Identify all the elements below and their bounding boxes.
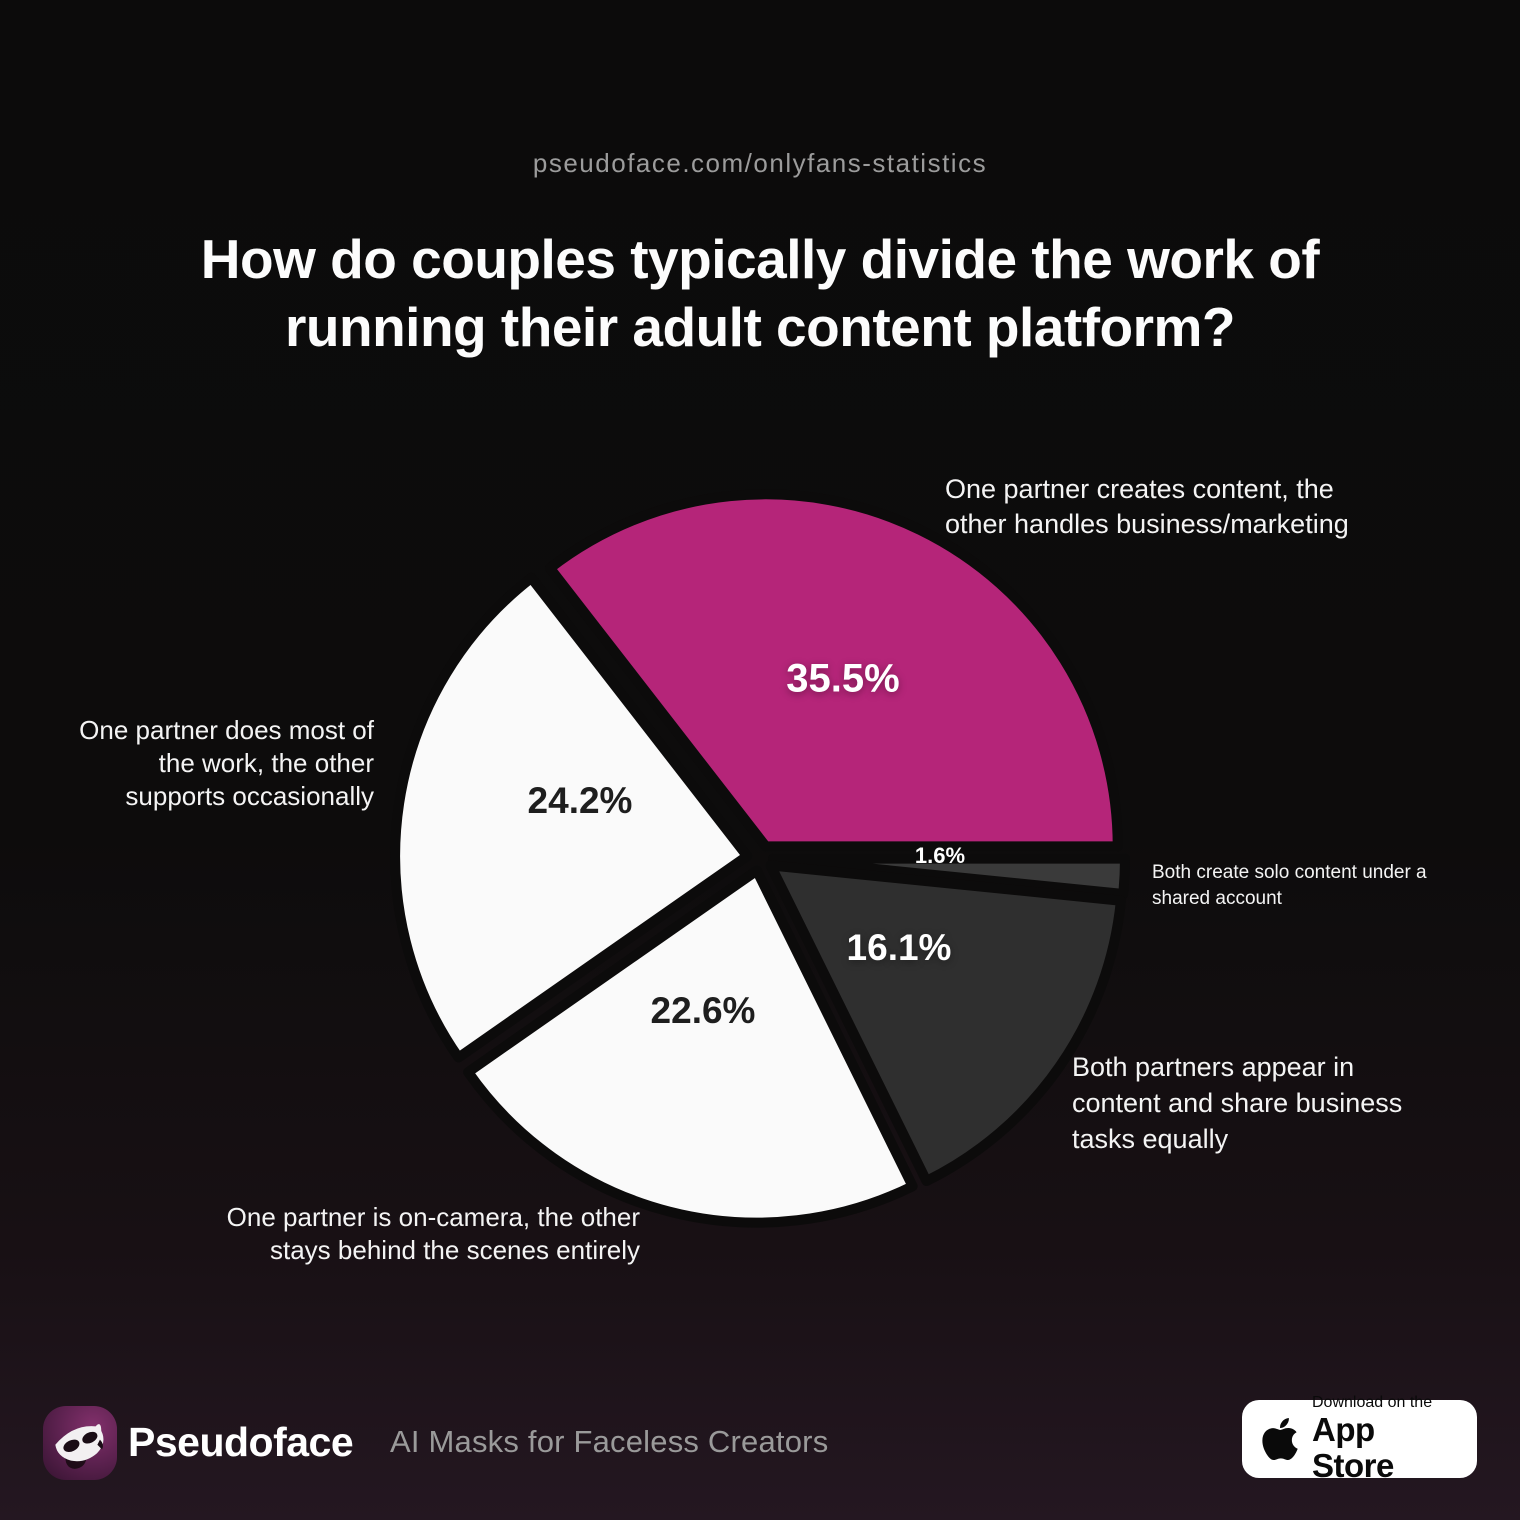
slice-annotation: Both create solo content under a shared … (1152, 862, 1427, 909)
page-title: How do couples typically divide the work… (200, 227, 1320, 358)
appstore-badge-line1: Download on the (1312, 1394, 1433, 1411)
slice-annotation: One partner creates content, the other h… (945, 474, 1349, 539)
brand-tagline: AI Masks for Faceless Creators (390, 1424, 829, 1459)
apple-icon (1262, 1418, 1298, 1460)
slice-annotation: Both partners appear in content and shar… (1072, 1052, 1403, 1154)
slice-value-label: 16.1% (846, 927, 952, 968)
brand-name: Pseudoface (128, 1419, 354, 1465)
footer: Pseudoface AI Masks for Faceless Creator… (0, 1394, 1520, 1488)
slice-value-label: 24.2% (527, 780, 633, 821)
pie-slice (765, 860, 1126, 1187)
pie-slice (544, 489, 1123, 852)
pie-slice (767, 853, 1130, 899)
appstore-badge-button[interactable]: Download on the App Store (1242, 1394, 1477, 1484)
pie-slice (463, 865, 918, 1228)
mask-icon (55, 1424, 104, 1469)
pie-slice (390, 572, 753, 1063)
source-url: pseudoface.com/onlyfans-statistics (532, 148, 988, 178)
slice-annotation: One partner does most of the work, the o… (79, 715, 374, 811)
appstore-badge-line2: App Store (1312, 1411, 1394, 1484)
slice-annotation: One partner is on-camera, the other stay… (226, 1202, 640, 1265)
slice-value-label: 22.6% (650, 990, 756, 1031)
slice-value-label: 35.5% (786, 656, 900, 701)
pseudoface-logo (43, 1406, 117, 1480)
slice-value-label: 1.6% (914, 843, 966, 868)
